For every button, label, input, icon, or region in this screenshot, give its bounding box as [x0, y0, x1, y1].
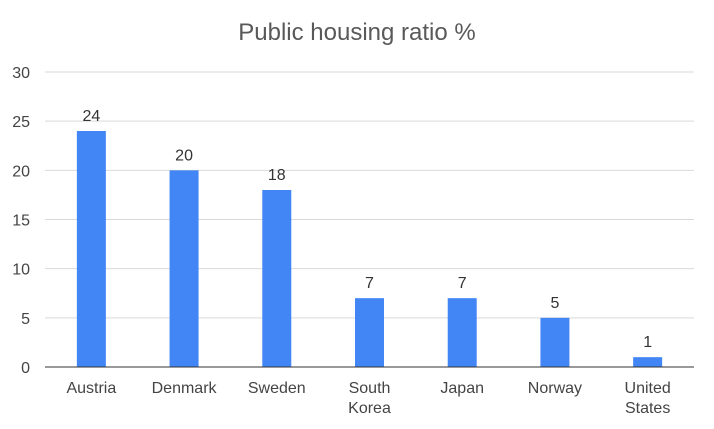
bar-south-korea — [355, 298, 384, 367]
data-label: 5 — [550, 295, 559, 312]
bar-sweden — [262, 190, 292, 367]
y-tick-label: 10 — [12, 262, 30, 279]
bar-japan — [447, 298, 477, 367]
x-category-label: United States — [625, 380, 671, 417]
y-axis-ticks: 0 5 10 15 20 25 30 — [12, 65, 30, 377]
x-category-label: Denmark — [152, 380, 218, 397]
data-label: 20 — [175, 147, 193, 164]
bar-norway — [540, 317, 570, 367]
x-category-label: Japan — [440, 380, 484, 397]
x-category-line: Sweden — [248, 380, 306, 397]
x-axis-categories: Austria Denmark Sweden South Korea Japan Norwa… — [66, 380, 670, 417]
gridlines — [45, 71, 694, 319]
data-label: 7 — [365, 275, 374, 292]
y-tick-label: 15 — [12, 213, 30, 230]
data-labels: 24 20 18 7 7 5 1 — [82, 108, 652, 351]
x-category-line: United — [625, 380, 671, 397]
y-tick-label: 25 — [12, 114, 30, 131]
bar-austria — [76, 131, 106, 367]
x-category-line: Japan — [440, 380, 484, 397]
y-tick-label: 5 — [21, 311, 30, 328]
data-label: 1 — [643, 334, 652, 351]
x-category-line: Denmark — [152, 380, 218, 397]
y-tick-label: 0 — [21, 360, 30, 377]
data-label: 7 — [458, 275, 467, 292]
x-category-label: South Korea — [348, 380, 391, 417]
bars — [76, 131, 663, 367]
x-category-label: Sweden — [248, 380, 306, 397]
data-label: 18 — [268, 167, 286, 184]
x-category-label: Austria — [66, 380, 116, 397]
x-category-line: South — [349, 380, 391, 397]
bar-denmark — [169, 170, 199, 367]
y-tick-label: 20 — [12, 163, 30, 180]
x-category-line: Norway — [528, 380, 582, 397]
x-category-line: Korea — [348, 400, 391, 417]
bar-united-states — [633, 357, 663, 367]
y-tick-label: 30 — [12, 65, 30, 82]
data-label: 24 — [82, 108, 100, 125]
x-category-line: States — [625, 400, 670, 417]
x-category-line: Austria — [66, 380, 116, 397]
x-category-label: Norway — [528, 380, 582, 397]
chart-title: Public housing ratio % — [238, 19, 475, 46]
